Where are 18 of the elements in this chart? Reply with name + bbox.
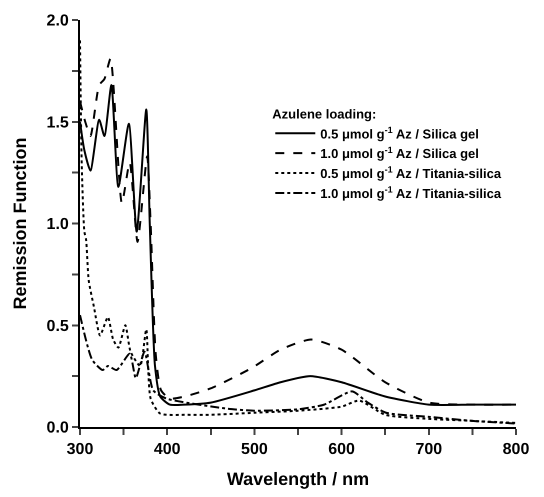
y-tick-label: 0.5	[46, 318, 69, 335]
x-tick-label: 300	[66, 441, 94, 458]
x-axis-title: Wavelength / nm	[226, 468, 370, 489]
legend-label: 0.5 μmol g$^{-1}$ Az / Titania-silica	[320, 164, 502, 182]
legend-label: 0.5 μmol g$^{-1}$ Az / Silica gel	[320, 124, 479, 142]
x-tick-label: 700	[415, 441, 442, 458]
x-tick-label: 800	[502, 441, 530, 458]
y-tick-label: 0.0	[46, 420, 69, 437]
legend-label: 1.0 μmol g$^{-1}$ Az / Titania-silica	[320, 184, 502, 202]
y-tick-label: 2.0	[46, 12, 69, 30]
legend-title: Azulene loading:	[272, 106, 376, 122]
y-tick-label: 1.5	[46, 114, 69, 132]
y-axis-title: Remission Function	[10, 137, 30, 310]
x-tick-label: 500	[241, 441, 268, 458]
x-tick-label: 400	[154, 441, 181, 458]
y-tick-label: 1.0	[46, 216, 69, 234]
legend-label: 1.0 μmol g$^{-1}$ Az / Silica gel	[320, 144, 479, 162]
x-tick-label: 600	[328, 441, 356, 458]
